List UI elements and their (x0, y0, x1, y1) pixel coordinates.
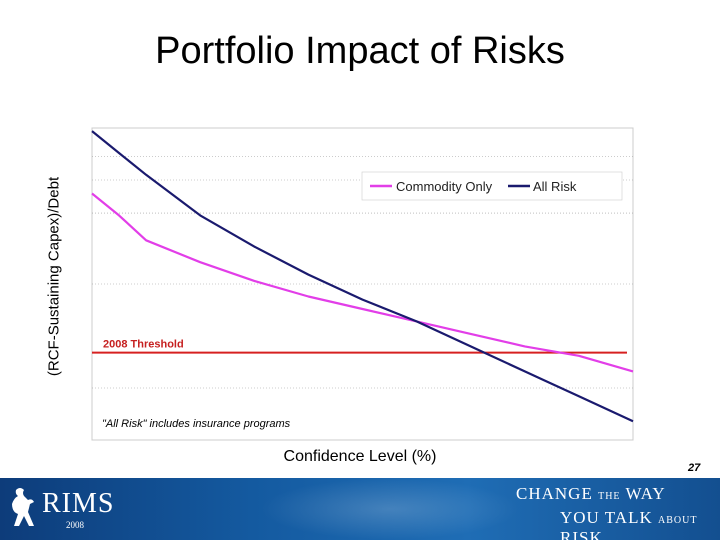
rims-logo-year: 2008 (66, 520, 84, 530)
threshold-label: 2008 Threshold (103, 339, 184, 351)
tagline-small-word: ABOUT (657, 515, 698, 526)
tagline-word: CHANGE (516, 484, 593, 503)
chart-annotation: "All Risk" includes insurance programs (102, 418, 291, 430)
tagline-word: YOU TALK (560, 508, 653, 527)
slide-title: Portfolio Impact of Risks (155, 30, 565, 72)
rims-logo-text: RIMS (42, 488, 115, 519)
page-number: 27 (688, 462, 701, 474)
tagline-word: WAY (625, 484, 666, 503)
x-axis-label: Confidence Level (%) (283, 448, 437, 465)
tagline-line-2: YOU TALK ABOUT RISK (560, 508, 720, 540)
footer-banner: RIMS 2008 CHANGE THE WAY YOU TALK ABOUT … (0, 478, 720, 540)
footer-shine (260, 478, 520, 540)
series-line-all-risk (91, 130, 634, 423)
tagline-word: RISK (560, 528, 603, 540)
series-line-commodity-only (91, 192, 634, 373)
tagline-line-1: CHANGE THE WAY (516, 484, 666, 504)
legend-label-commodity-only: Commodity Only (396, 179, 493, 194)
rims-logo-icon (12, 488, 34, 526)
legend-label-all-risk: All Risk (533, 179, 577, 194)
tagline-small-word: THE (598, 491, 621, 502)
legend-box (361, 171, 623, 201)
